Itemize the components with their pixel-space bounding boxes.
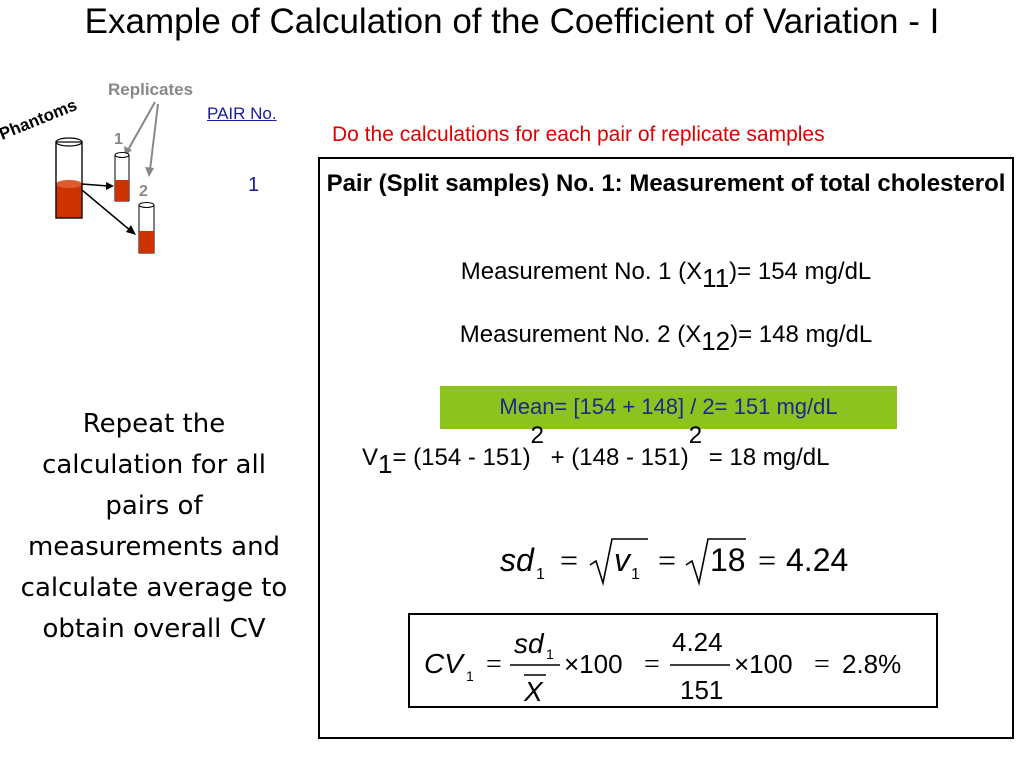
- variance-exponent-2: 2: [688, 422, 703, 449]
- measurement-2-prefix: Measurement No. 2 (X: [459, 321, 702, 348]
- sd-result: 4.24: [786, 542, 848, 578]
- cv-subscript: 1: [466, 668, 474, 684]
- sd-subscript: 1: [536, 566, 545, 583]
- pair-number-header: PAIR No.: [207, 104, 277, 123]
- replicate-1-label: 1: [114, 131, 123, 148]
- sqrt-value: 18: [710, 542, 746, 578]
- arrowhead-icon: [145, 167, 154, 177]
- arrow-to-tube-2: [81, 189, 132, 232]
- measurement-1-prefix: Measurement No. 1 (X: [460, 258, 703, 285]
- cv-denominator: X: [523, 676, 544, 706]
- equals-sign: =: [758, 542, 776, 578]
- sqrt-sign-icon: [685, 538, 746, 587]
- cv-formula-box: [408, 613, 938, 708]
- variance-result: = 18 mg/dL: [702, 444, 830, 471]
- phantom-tube: [55, 137, 83, 219]
- cv-denominator-value: 151: [680, 675, 723, 705]
- arrowhead-icon: [106, 182, 114, 190]
- calculation-box: [318, 157, 1014, 739]
- measurement-2: Measurement No. 2 (X12)= 148 mg/dL: [320, 318, 1012, 358]
- replicate-2-label: 2: [139, 183, 148, 200]
- variance-term-1: = (154 - 151): [392, 444, 531, 471]
- equals-sign: =: [814, 649, 830, 680]
- equals-sign: =: [644, 649, 660, 680]
- times-100: ×100: [564, 649, 623, 679]
- times-100: ×100: [734, 649, 793, 679]
- variance-formula: V1= (154 - 151)2 + (148 - 151)2 = 18 mg/…: [362, 422, 830, 480]
- measurement-1-subscript: 11: [702, 263, 730, 293]
- arrowhead-icon: [126, 225, 136, 235]
- cv-numerator: sd: [514, 628, 545, 659]
- sqrt-sign-icon: [589, 538, 648, 587]
- phantom-replicate-diagram: Phantoms Replicates 1 2: [0, 80, 193, 254]
- v-symbol: v: [614, 542, 632, 578]
- mean-formula: Mean= [154 + 148] / 2= 151 mg/dL: [499, 394, 838, 419]
- arrow-to-tube-1: [81, 183, 109, 187]
- variance-subscript: 1: [378, 449, 393, 479]
- pair-heading: Pair (Split samples) No. 1: Measurement …: [326, 170, 1006, 197]
- equals-sign: =: [658, 542, 676, 578]
- pair-number-value: 1: [248, 174, 260, 196]
- instruction-text: Do the calculations for each pair of rep…: [332, 123, 825, 146]
- variance-symbol: V: [362, 444, 379, 471]
- equals-sign: =: [560, 542, 578, 578]
- measurement-2-value: )= 148 mg/dL: [730, 321, 873, 348]
- equals-sign: =: [486, 649, 502, 680]
- arrow-to-replicate-1: [127, 101, 156, 151]
- variance-exponent-1: 2: [530, 422, 544, 449]
- side-note: Repeat the calculation for all pairs of …: [20, 409, 288, 644]
- measurement-2-subscript: 12: [701, 326, 731, 356]
- measurement-1: Measurement No. 1 (X11)= 154 mg/dL: [320, 258, 1012, 294]
- variance-term-2: + (148 - 151): [543, 444, 689, 471]
- standard-deviation-formula: sd 1 = v 1 = 18 = 4.24: [500, 538, 848, 587]
- replicate-tube-2: [138, 202, 155, 254]
- replicate-tube-1: [114, 152, 130, 202]
- v-subscript: 1: [631, 566, 640, 583]
- page-title: Example of Calculation of the Coefficien…: [84, 2, 940, 41]
- measurement-1-value: )= 154 mg/dL: [729, 258, 872, 285]
- cv-numerator-subscript: 1: [546, 646, 554, 662]
- cv-result: 2.8%: [842, 649, 901, 679]
- arrow-to-replicate-2: [149, 103, 159, 171]
- cv-symbol: CV: [424, 648, 465, 679]
- coefficient-of-variation-formula: CV 1 = sd 1 X ×100 = 4.24 151 ×100 = 2.8…: [424, 627, 901, 706]
- phantoms-label: Phantoms: [0, 95, 80, 143]
- replicates-label: Replicates: [108, 80, 193, 99]
- sd-symbol: sd: [500, 542, 535, 578]
- mean-highlight: [440, 386, 897, 429]
- cv-numerator-value: 4.24: [672, 627, 723, 657]
